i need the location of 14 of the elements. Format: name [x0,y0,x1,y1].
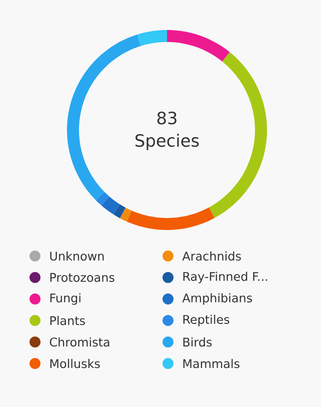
text: Species [136,134,199,150]
legend-label: Protozoans [50,273,114,282]
legend-label: Plants [50,316,85,326]
legend-label: Reptiles [183,314,230,326]
legend-label: Unknown [50,251,104,261]
legend-label: Ray-Finned F... [183,272,268,284]
legend-label: Birds [183,337,212,347]
text: 83 [157,112,176,124]
legend-label: Arachnids [182,251,241,261]
legend-label: Chromista [50,337,110,347]
legend-label: Fungi [50,293,80,305]
legend-label: Amphibians [182,293,252,305]
legend-label: Mammals [183,358,240,368]
legend-label: Mollusks [50,358,100,368]
